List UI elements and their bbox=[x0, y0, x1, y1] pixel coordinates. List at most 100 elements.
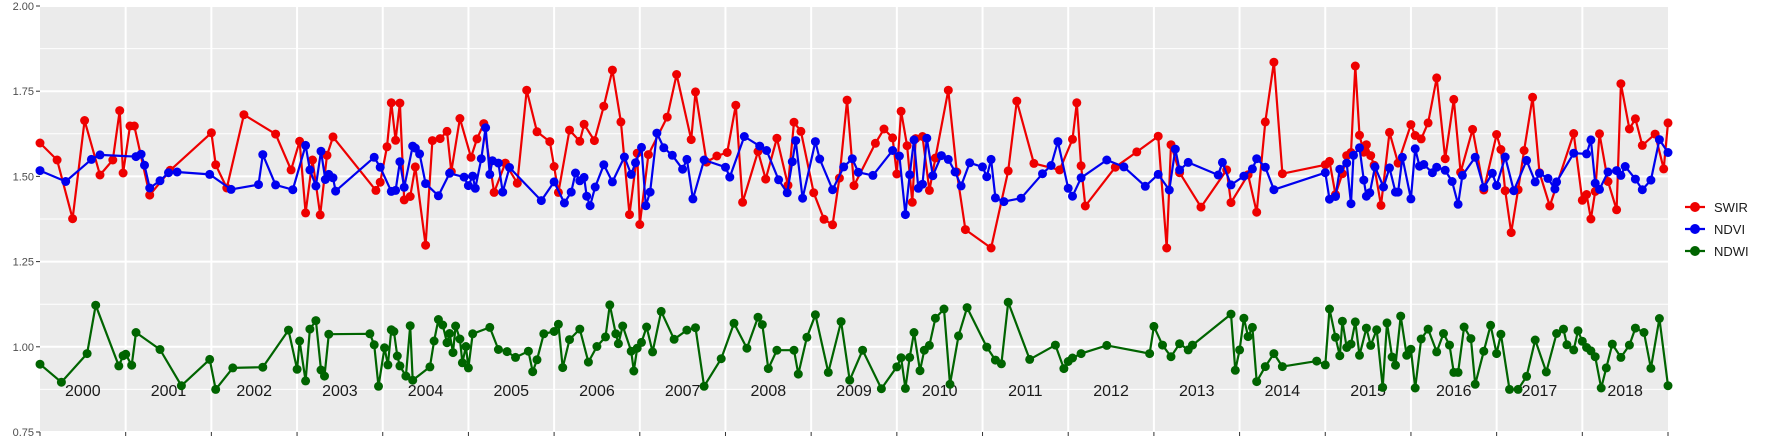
data-point-ndvi bbox=[1016, 193, 1026, 203]
data-point-ndwi bbox=[451, 321, 461, 331]
data-point-ndvi bbox=[1603, 167, 1613, 177]
data-point-ndwi bbox=[502, 347, 512, 357]
data-point-swir bbox=[95, 170, 105, 180]
data-point-swir bbox=[1226, 198, 1236, 208]
data-point-ndvi bbox=[815, 154, 825, 164]
data-point-ndwi bbox=[1541, 367, 1551, 377]
data-point-ndwi bbox=[1102, 340, 1112, 350]
y-tick-label: 2.00 bbox=[13, 1, 34, 13]
data-point-swir bbox=[565, 125, 574, 135]
data-point-ndvi bbox=[164, 168, 173, 178]
data-point-swir bbox=[286, 165, 296, 175]
data-point-swir bbox=[960, 225, 970, 235]
data-point-ndwi bbox=[930, 313, 940, 323]
data-point-ndvi bbox=[226, 184, 236, 194]
data-point-ndwi bbox=[1663, 381, 1673, 391]
data-point-ndvi bbox=[868, 170, 878, 180]
series-ndvi bbox=[35, 123, 1673, 220]
data-point-swir bbox=[472, 134, 482, 144]
data-point-ndwi bbox=[823, 367, 833, 377]
series-line-swir bbox=[39, 61, 1670, 250]
data-point-swir bbox=[549, 162, 559, 171]
data-point-swir bbox=[1492, 130, 1502, 139]
data-point-ndwi bbox=[1552, 329, 1562, 338]
data-point-ndwi bbox=[532, 355, 542, 365]
data-point-swir bbox=[643, 150, 653, 160]
data-point-ndwi bbox=[858, 345, 868, 355]
data-point-ndwi bbox=[915, 366, 925, 376]
legend-label-ndwi: NDWI bbox=[1714, 244, 1749, 259]
data-point-ndvi bbox=[678, 164, 688, 174]
data-point-swir bbox=[1029, 158, 1039, 168]
data-point-swir bbox=[1663, 118, 1673, 128]
data-point-ndvi bbox=[1397, 152, 1407, 162]
data-point-ndwi bbox=[1350, 317, 1360, 327]
data-point-swir bbox=[1055, 165, 1065, 175]
data-point-ndwi bbox=[1335, 351, 1345, 361]
data-point-ndvi bbox=[1342, 158, 1352, 168]
data-point-ndwi bbox=[1406, 344, 1416, 354]
data-point-ndvi bbox=[828, 185, 838, 195]
data-point-ndwi bbox=[35, 359, 45, 369]
data-point-ndwi bbox=[909, 328, 919, 337]
data-point-swir bbox=[1616, 79, 1626, 89]
data-point-ndwi bbox=[1492, 349, 1502, 359]
data-point-ndvi bbox=[155, 176, 165, 186]
data-point-ndwi bbox=[445, 329, 455, 338]
data-point-ndvi bbox=[1153, 169, 1163, 179]
data-point-ndwi bbox=[575, 324, 585, 334]
data-point-ndvi bbox=[1355, 143, 1364, 153]
data-point-swir bbox=[118, 168, 128, 178]
data-point-ndvi bbox=[590, 182, 600, 192]
data-point-swir bbox=[466, 152, 476, 162]
data-point-ndwi bbox=[324, 329, 334, 339]
data-point-swir bbox=[1468, 124, 1478, 134]
data-point-ndvi bbox=[599, 160, 609, 170]
data-point-ndwi bbox=[258, 362, 268, 372]
data-point-ndwi bbox=[900, 383, 910, 393]
data-point-ndwi bbox=[611, 329, 621, 339]
data-point-ndwi bbox=[1320, 360, 1330, 370]
data-point-ndwi bbox=[629, 366, 639, 376]
data-point-ndvi bbox=[559, 198, 569, 208]
data-point-ndwi bbox=[284, 325, 293, 335]
data-point-ndvi bbox=[301, 140, 311, 150]
data-point-ndvi bbox=[498, 187, 508, 197]
data-point-swir bbox=[924, 185, 934, 195]
data-point-ndvi bbox=[965, 158, 975, 168]
data-point-ndvi bbox=[1535, 168, 1544, 178]
data-point-ndwi bbox=[91, 300, 101, 310]
data-point-swir bbox=[427, 136, 437, 146]
data-point-swir bbox=[1432, 73, 1442, 83]
data-point-ndwi bbox=[1432, 347, 1442, 357]
data-point-swir bbox=[211, 160, 221, 170]
data-point-swir bbox=[1582, 190, 1592, 199]
series-line-ndwi bbox=[39, 301, 1670, 391]
year-labels: 2000 2001 2002 2003 2004 2005 2006 2007 2008 2009… bbox=[65, 383, 1643, 400]
data-point-ndvi bbox=[579, 172, 589, 182]
data-point-swir bbox=[1072, 98, 1082, 108]
data-point-ndwi bbox=[1396, 311, 1406, 321]
data-point-ndwi bbox=[1346, 339, 1356, 349]
data-point-ndwi bbox=[405, 321, 415, 331]
data-point-ndvi bbox=[641, 201, 651, 211]
y-tick-label: 0.75 bbox=[13, 427, 34, 439]
series-swir bbox=[35, 57, 1673, 253]
data-point-ndwi bbox=[1410, 383, 1420, 393]
data-point-ndvi bbox=[369, 152, 379, 162]
data-point-ndvi bbox=[999, 197, 1009, 207]
data-point-swir bbox=[1260, 117, 1270, 127]
data-point-ndwi bbox=[389, 327, 399, 336]
data-point-swir bbox=[395, 98, 405, 108]
data-point-ndwi bbox=[463, 363, 473, 373]
data-point-ndwi bbox=[383, 360, 393, 370]
data-point-ndwi bbox=[425, 362, 435, 372]
data-point-ndwi bbox=[374, 381, 383, 391]
data-point-ndvi bbox=[1620, 162, 1630, 171]
data-point-swir bbox=[1637, 140, 1647, 150]
y-tick-label: 1.75 bbox=[13, 86, 34, 98]
data-point-ndwi bbox=[1166, 352, 1176, 362]
data-point-ndvi bbox=[986, 154, 996, 164]
year-label: 2009 bbox=[836, 383, 872, 400]
data-point-swir bbox=[1406, 120, 1416, 130]
